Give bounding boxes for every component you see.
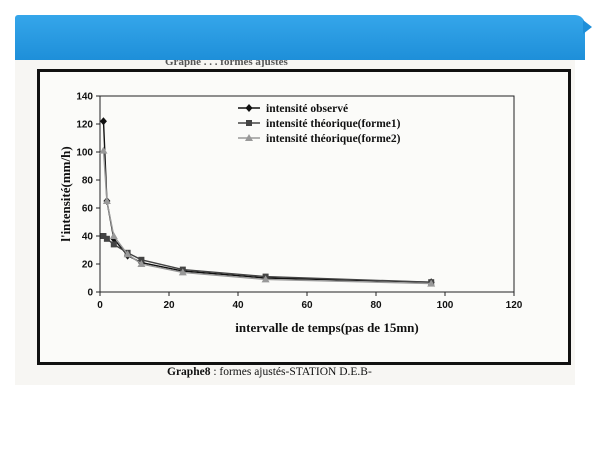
series-line-3 [102,150,432,285]
figure-caption: Graphe8 : formes ajustés-STATION D.E.B- [167,366,372,378]
legend-label-1: intensité observé [266,103,348,115]
intensity-chart: 0 20 40 60 80 100 120 140 0 20 40 60 80 100 120 interva… [58,92,523,336]
banner-arrow-icon [583,20,592,34]
x-axis-label: intervalle de temps(pas de 15mn) [235,320,418,335]
x-tick-label: 100 [437,300,454,311]
y-axis-label: l'intensité(mm/h) [58,146,73,241]
legend-marker-2 [246,120,252,126]
series-2-point [110,241,117,248]
y-tick-label: 100 [76,148,93,159]
slide-title-banner [15,15,585,60]
series-1-point [99,117,107,126]
x-tick-label: 60 [301,300,313,311]
series-3-point [427,279,436,287]
caption-label: Graphe8 [167,366,211,378]
caption-text: : formes ajustés-STATION D.E.B- [210,366,372,378]
series-2-point [138,256,145,263]
series-3-point [261,275,270,283]
legend-marker-1 [245,104,253,112]
legend-label-3: intensité théorique(forme2) [266,133,401,145]
x-tick-label: 40 [232,300,244,311]
chart-frame: 0 20 40 60 80 100 120 140 0 20 40 60 80 100 120 interva… [37,69,571,365]
y-tick-label: 140 [76,92,93,103]
y-tick-label: 80 [82,176,94,187]
y-tick-label: 40 [82,232,94,243]
x-tick-label: 80 [370,300,382,311]
y-tick-label: 0 [87,288,93,299]
series-3-point [178,268,187,276]
x-tick-label: 120 [506,300,523,311]
y-tick-label: 120 [76,120,93,131]
scanned-figure: Graphe . . . formes ajustés 0 20 40 60 80 100… [15,60,575,385]
series-3-point [102,197,111,204]
series-3-point [137,260,146,267]
series-2-point [103,235,110,242]
series-3-point [109,232,118,239]
series-line-1 [102,121,432,283]
series-2-point [100,233,107,239]
x-tick-label: 20 [163,300,175,311]
x-tick-label: 0 [97,300,103,311]
figure-header-text: Graphe . . . formes ajustés [165,60,288,67]
y-tick-label: 20 [82,260,94,271]
legend-marker-3 [245,134,253,141]
series-3-point [123,250,132,258]
legend-label-2: intensité théorique(forme1) [266,118,401,130]
y-tick-label: 60 [82,204,94,215]
series-3-point [99,146,108,154]
